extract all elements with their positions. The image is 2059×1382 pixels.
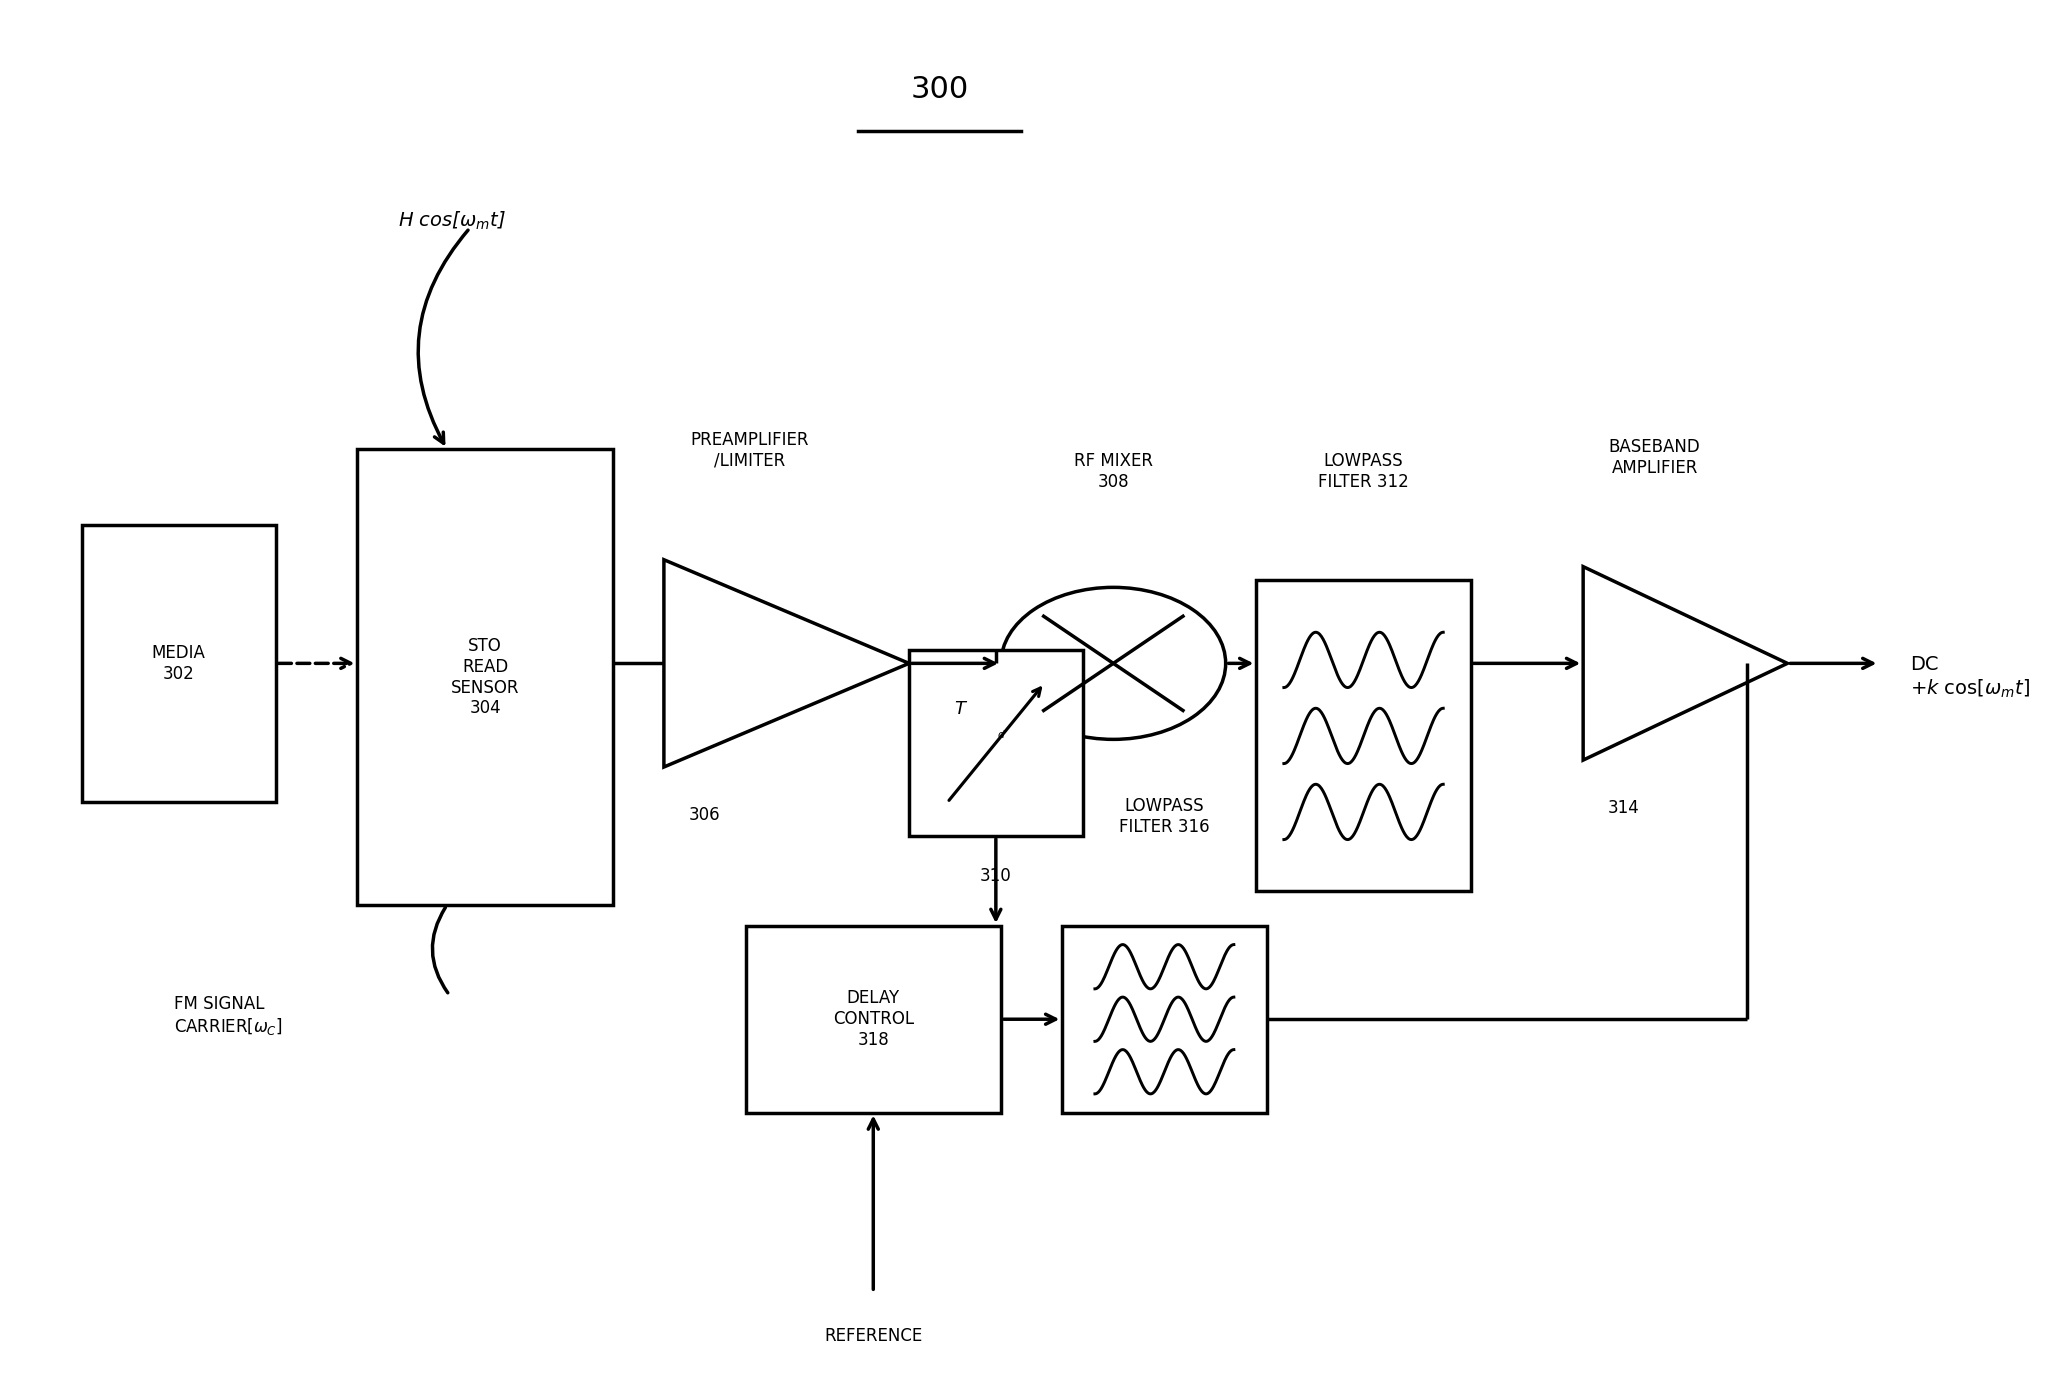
Text: REFERENCE: REFERENCE [824, 1327, 922, 1345]
Text: MEDIA
302: MEDIA 302 [152, 644, 206, 683]
Text: 314: 314 [1608, 799, 1639, 817]
Text: $_d$: $_d$ [997, 726, 1005, 741]
Text: $H$ cos[$\omega_m t$]: $H$ cos[$\omega_m t$] [397, 210, 507, 232]
FancyBboxPatch shape [358, 449, 614, 905]
Text: 306: 306 [688, 806, 721, 824]
Circle shape [1001, 587, 1225, 739]
Text: LOWPASS
FILTER 312: LOWPASS FILTER 312 [1318, 452, 1408, 491]
FancyBboxPatch shape [745, 926, 1001, 1113]
FancyBboxPatch shape [1062, 926, 1266, 1113]
Text: BASEBAND
AMPLIFIER: BASEBAND AMPLIFIER [1608, 438, 1701, 477]
FancyBboxPatch shape [82, 525, 276, 802]
Text: $T$: $T$ [953, 701, 968, 719]
Text: 300: 300 [910, 76, 970, 104]
Text: RF MIXER
308: RF MIXER 308 [1075, 452, 1153, 491]
Text: DELAY
CONTROL
318: DELAY CONTROL 318 [832, 990, 914, 1049]
Text: STO
READ
SENSOR
304: STO READ SENSOR 304 [451, 637, 519, 717]
Text: FM SIGNAL
CARRIER[$\omega_C$]: FM SIGNAL CARRIER[$\omega_C$] [173, 995, 282, 1036]
Text: 310: 310 [980, 867, 1011, 884]
Text: PREAMPLIFIER
/LIMITER: PREAMPLIFIER /LIMITER [690, 431, 809, 470]
Polygon shape [663, 560, 908, 767]
FancyBboxPatch shape [1256, 580, 1470, 891]
FancyBboxPatch shape [908, 650, 1083, 836]
Text: LOWPASS
FILTER 316: LOWPASS FILTER 316 [1120, 797, 1211, 836]
Polygon shape [1583, 567, 1787, 760]
Text: DC
$+k$ cos[$\omega_m t$]: DC $+k$ cos[$\omega_m t$] [1911, 655, 2030, 699]
